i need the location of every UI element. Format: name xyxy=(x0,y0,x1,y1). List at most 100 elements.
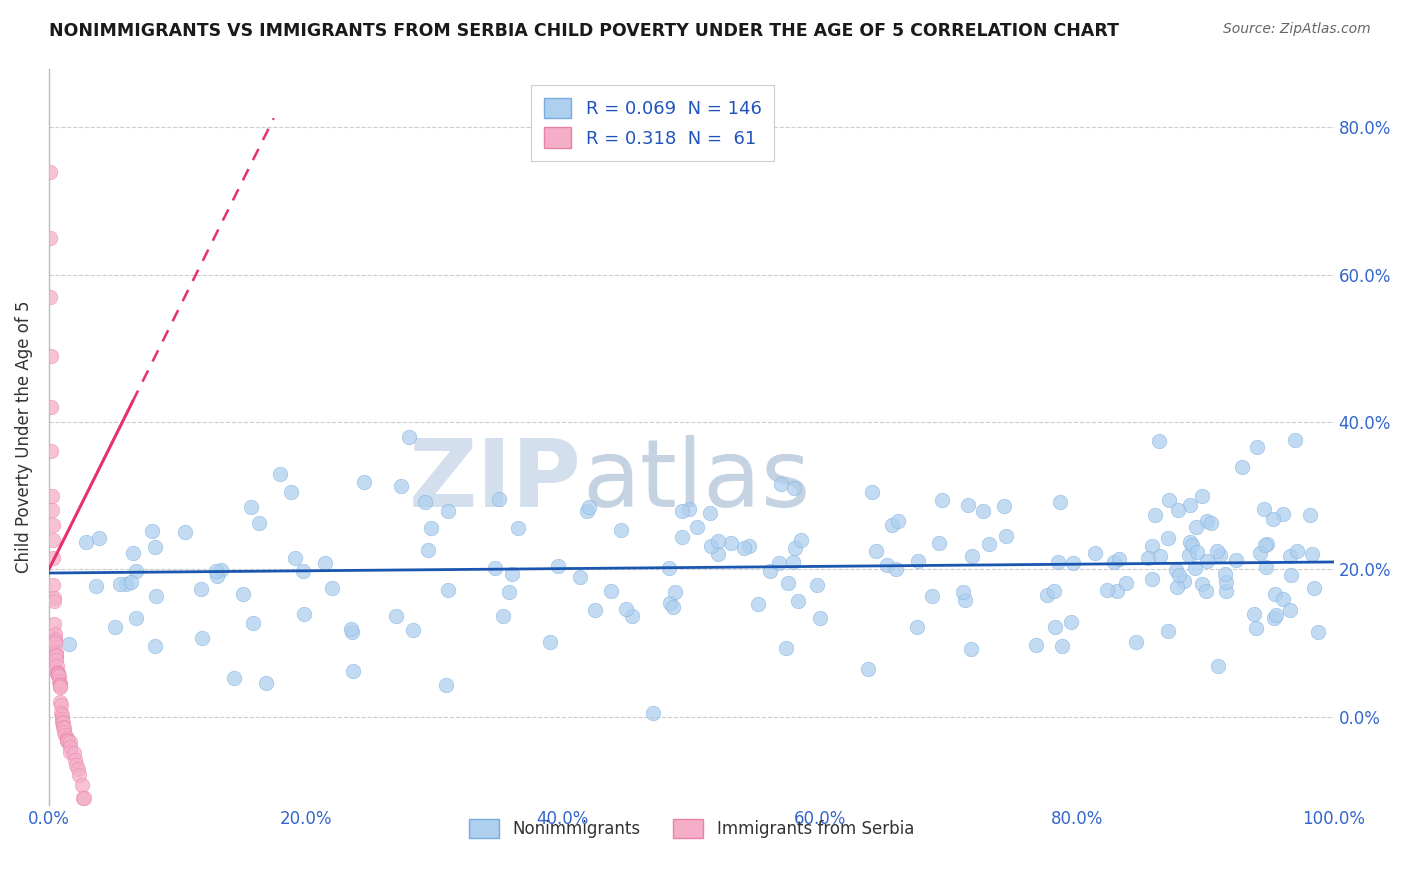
Point xyxy=(1036,588,1059,602)
Point xyxy=(1144,508,1167,523)
Point xyxy=(738,539,761,553)
Point xyxy=(45,647,67,661)
Point xyxy=(143,640,166,654)
Point xyxy=(108,577,131,591)
Point xyxy=(664,585,686,599)
Point xyxy=(575,504,598,518)
Point xyxy=(1149,549,1171,563)
Point xyxy=(73,790,96,805)
Point xyxy=(953,592,976,607)
Point xyxy=(1272,507,1295,521)
Point xyxy=(44,634,66,648)
Point xyxy=(45,666,67,681)
Point xyxy=(52,720,75,734)
Point xyxy=(1104,555,1126,569)
Point xyxy=(1195,514,1218,528)
Point xyxy=(56,733,79,747)
Point xyxy=(540,635,562,649)
Point xyxy=(141,524,163,539)
Point xyxy=(125,611,148,625)
Point xyxy=(284,551,307,566)
Point xyxy=(49,698,72,713)
Point xyxy=(1137,550,1160,565)
Point xyxy=(1215,574,1237,589)
Point xyxy=(1195,584,1218,599)
Point xyxy=(1225,553,1247,567)
Text: ZIP: ZIP xyxy=(409,435,582,527)
Point xyxy=(1105,584,1128,599)
Point xyxy=(384,609,406,624)
Point xyxy=(122,546,145,560)
Point xyxy=(860,485,883,500)
Point xyxy=(1254,538,1277,552)
Point xyxy=(41,503,63,517)
Point xyxy=(45,648,67,663)
Point xyxy=(775,640,797,655)
Point xyxy=(38,164,60,178)
Point xyxy=(678,502,700,516)
Point xyxy=(783,541,806,556)
Point xyxy=(1025,638,1047,652)
Point xyxy=(63,754,86,768)
Point xyxy=(865,543,887,558)
Point xyxy=(104,619,127,633)
Point xyxy=(51,714,73,729)
Point xyxy=(48,677,70,691)
Point xyxy=(120,575,142,590)
Point xyxy=(48,668,70,682)
Point xyxy=(1060,615,1083,630)
Point xyxy=(931,492,953,507)
Point xyxy=(759,564,782,578)
Point xyxy=(53,724,76,739)
Point xyxy=(506,521,529,535)
Point xyxy=(42,518,65,533)
Point xyxy=(1043,620,1066,634)
Point xyxy=(699,506,721,520)
Point xyxy=(1265,608,1288,623)
Point xyxy=(44,632,66,646)
Point xyxy=(1253,501,1275,516)
Point xyxy=(1164,563,1187,577)
Point xyxy=(115,577,138,591)
Point xyxy=(1271,591,1294,606)
Point xyxy=(578,500,600,514)
Point xyxy=(39,401,62,415)
Point xyxy=(321,582,343,596)
Point xyxy=(1201,516,1223,530)
Point xyxy=(63,746,86,760)
Point xyxy=(806,578,828,592)
Point xyxy=(269,467,291,481)
Point xyxy=(209,563,232,577)
Point xyxy=(437,583,460,598)
Point xyxy=(1302,581,1324,595)
Point xyxy=(56,731,79,745)
Point xyxy=(952,584,974,599)
Point xyxy=(1166,503,1188,517)
Point xyxy=(686,520,709,534)
Point xyxy=(1159,493,1181,508)
Point xyxy=(191,631,214,645)
Point xyxy=(599,583,621,598)
Point xyxy=(960,641,983,656)
Point xyxy=(437,504,460,518)
Point xyxy=(45,665,67,679)
Point xyxy=(620,608,643,623)
Point xyxy=(1197,554,1219,568)
Point xyxy=(1285,544,1308,558)
Point xyxy=(52,716,75,731)
Point xyxy=(700,539,723,553)
Point xyxy=(661,600,683,615)
Point xyxy=(547,558,569,573)
Point xyxy=(1046,555,1069,569)
Point xyxy=(907,554,929,568)
Point xyxy=(1278,603,1301,617)
Point xyxy=(962,549,984,564)
Point xyxy=(1185,545,1208,559)
Point xyxy=(67,768,90,782)
Point xyxy=(42,578,65,592)
Point xyxy=(979,537,1001,551)
Point xyxy=(42,591,65,605)
Point xyxy=(89,531,111,545)
Point xyxy=(39,349,62,363)
Point xyxy=(707,534,730,549)
